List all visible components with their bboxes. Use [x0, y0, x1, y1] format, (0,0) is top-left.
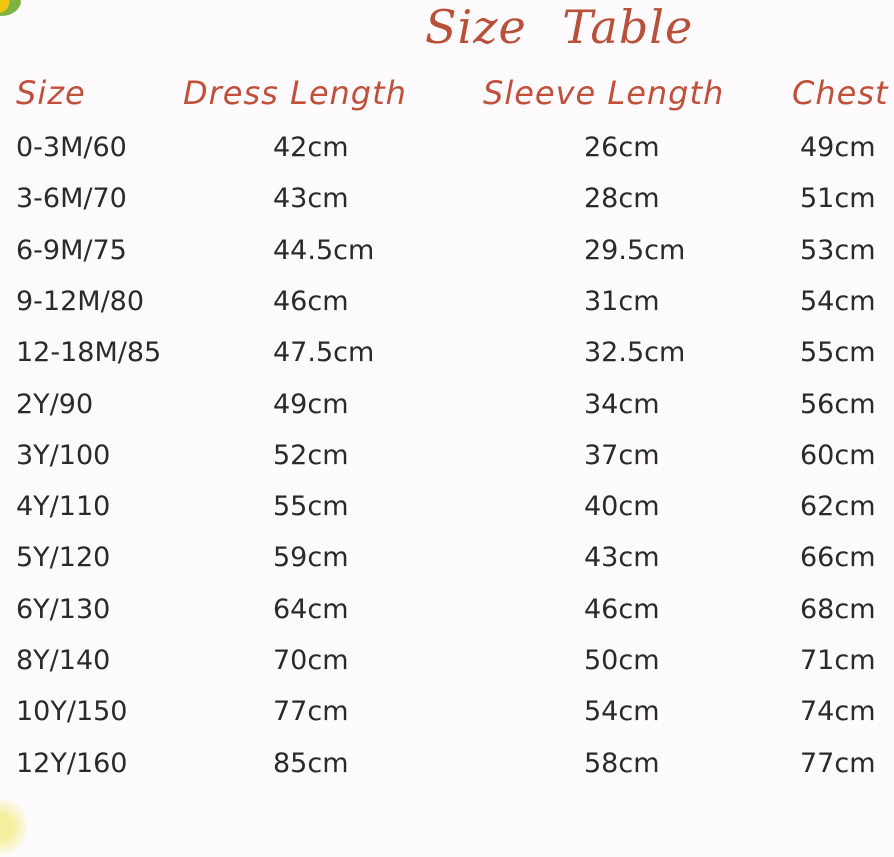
size-cell: 10Y/150	[16, 696, 128, 728]
size-cell: 3-6M/70	[16, 183, 127, 215]
sleeve-length-cell: 26cm	[584, 132, 660, 163]
size-cell: 4Y/110	[16, 491, 111, 523]
size-cell: 9-12M/80	[16, 285, 145, 317]
table-row: 9-12M/80 46cm 31cm 54cm	[0, 286, 894, 326]
table-row: 5Y/120 59cm 43cm 66cm	[0, 542, 894, 582]
dress-length-cell: 42cm	[273, 132, 349, 163]
chest-cell: 62cm	[800, 491, 876, 523]
size-cell: 6-9M/75	[16, 234, 127, 266]
chest-cell: 66cm	[800, 542, 876, 574]
dress-length-cell: 47.5cm	[273, 337, 375, 369]
chest-cell: 74cm	[800, 696, 876, 728]
table-row: 8Y/140 70cm 50cm 71cm	[0, 645, 894, 685]
sleeve-length-cell: 29.5cm	[584, 234, 686, 266]
dress-length-cell: 52cm	[273, 439, 349, 471]
dress-length-cell: 64cm	[273, 593, 349, 625]
chest-cell: 60cm	[800, 439, 876, 471]
size-cell: 6Y/130	[16, 593, 111, 625]
dress-length-cell: 77cm	[273, 696, 349, 728]
table-row: 3Y/100 52cm 37cm 60cm	[0, 440, 894, 480]
flower-decoration-icon	[0, 797, 30, 857]
table-row: 10Y/150 77cm 54cm 74cm	[0, 696, 894, 736]
size-cell: 12Y/160	[16, 747, 128, 779]
size-cell: 8Y/140	[16, 645, 111, 676]
size-cell: 0-3M/60	[16, 132, 127, 163]
dress-length-cell: 44.5cm	[273, 234, 375, 266]
page-title: Size Table	[425, 0, 694, 54]
header-size: Size	[16, 74, 86, 112]
chest-cell: 55cm	[800, 337, 876, 369]
sleeve-length-cell: 28cm	[584, 183, 660, 215]
sleeve-length-cell: 32.5cm	[584, 337, 686, 369]
chest-cell: 71cm	[800, 645, 876, 676]
sleeve-length-cell: 54cm	[584, 696, 660, 728]
sleeve-length-cell: 37cm	[584, 439, 660, 471]
chest-cell: 49cm	[800, 132, 876, 163]
sleeve-length-cell: 58cm	[584, 747, 660, 779]
table-row: 2Y/90 49cm 34cm 56cm	[0, 389, 894, 429]
dress-length-cell: 70cm	[273, 645, 349, 676]
header-sleeve-length: Sleeve Length	[483, 74, 725, 112]
flower-decoration-icon	[0, 0, 22, 16]
table-row: 12Y/160 85cm 58cm 77cm	[0, 748, 894, 788]
table-row: 6-9M/75 44.5cm 29.5cm 53cm	[0, 235, 894, 275]
chest-cell: 56cm	[800, 388, 876, 420]
sleeve-length-cell: 31cm	[584, 285, 660, 317]
chest-cell: 53cm	[800, 234, 876, 266]
sleeve-length-cell: 46cm	[584, 593, 660, 625]
size-cell: 12-18M/85	[16, 337, 162, 369]
sleeve-length-cell: 50cm	[584, 645, 660, 676]
dress-length-cell: 46cm	[273, 285, 349, 317]
chest-cell: 54cm	[800, 285, 876, 317]
table-row: 12-18M/85 47.5cm 32.5cm 55cm	[0, 337, 894, 377]
size-cell: 3Y/100	[16, 439, 111, 471]
sleeve-length-cell: 40cm	[584, 491, 660, 523]
chest-cell: 51cm	[800, 183, 876, 215]
table-row: 6Y/130 64cm 46cm 68cm	[0, 594, 894, 634]
header-dress-length: Dress Length	[183, 74, 407, 112]
dress-length-cell: 49cm	[273, 388, 349, 420]
table-row: 4Y/110 55cm 40cm 62cm	[0, 491, 894, 531]
size-cell: 2Y/90	[16, 388, 94, 420]
size-cell: 5Y/120	[16, 542, 111, 574]
table-row: 3-6M/70 43cm 28cm 51cm	[0, 183, 894, 223]
dress-length-cell: 59cm	[273, 542, 349, 574]
sleeve-length-cell: 43cm	[584, 542, 660, 574]
chest-cell: 77cm	[800, 747, 876, 779]
dress-length-cell: 55cm	[273, 491, 349, 523]
table-row: 0-3M/60 42cm 26cm 49cm	[0, 132, 894, 172]
chest-cell: 68cm	[800, 593, 876, 625]
dress-length-cell: 43cm	[273, 183, 349, 215]
sleeve-length-cell: 34cm	[584, 388, 660, 420]
dress-length-cell: 85cm	[273, 747, 349, 779]
header-chest: Chest	[792, 74, 889, 112]
